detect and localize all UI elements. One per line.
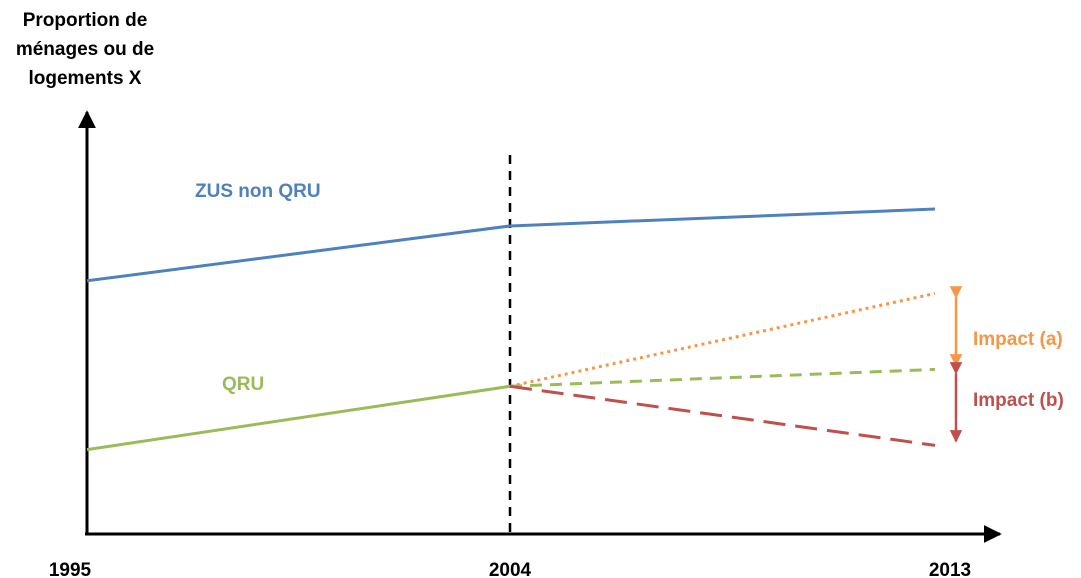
series-line-counterfactual-a: [509, 291, 936, 388]
y-axis-title-line-3: logements X: [28, 68, 142, 89]
x-tick-2004: 2004: [489, 560, 532, 578]
y-axis-title-line-1: Proportion de: [22, 10, 148, 31]
series-line-zus-non-qru: [86, 224, 511, 283]
series-line-qru: [86, 384, 511, 452]
series-line-counterfactual-b: [509, 384, 936, 447]
x-tick-1995: 1995: [49, 560, 92, 578]
y-axis-title: Proportion de ménages ou de logements X: [0, 6, 170, 93]
y-axis-title-line-2: ménages ou de: [15, 39, 155, 60]
impact-b-label: Impact (b): [973, 390, 1064, 411]
x-tick-2013: 2013: [929, 560, 971, 578]
series-line-zus-non-qru-2: [509, 207, 936, 228]
impact-a-label: Impact (a): [973, 329, 1063, 350]
series-label-qru: QRU: [222, 374, 264, 395]
series-line-counterfactual-dashed: [509, 367, 936, 388]
series-label-zus-non-qru: ZUS non QRU: [195, 181, 321, 202]
